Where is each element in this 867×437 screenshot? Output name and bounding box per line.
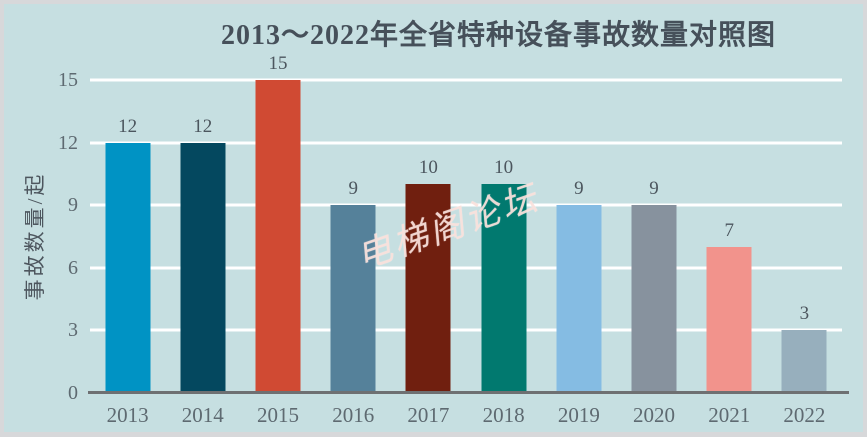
y-tick-6: 6 bbox=[68, 256, 78, 279]
bar-slot-2015: 15 2015 bbox=[240, 54, 315, 426]
bar-slot-2014: 12 2014 bbox=[165, 80, 240, 426]
bar-2013 bbox=[105, 142, 151, 393]
y-tick-0: 0 bbox=[68, 382, 78, 404]
bar-slot-2017: 10 2017 bbox=[391, 80, 466, 426]
y-axis-label: 事故数量/起 bbox=[23, 171, 47, 301]
chart-title: 2013～2022年全省特种设备事故数量对照图 bbox=[220, 20, 776, 51]
x-axis-line bbox=[88, 391, 849, 394]
plot-area: 12 2013 12 2014 15 2015 9 2016 10 2017 10 2018 9 2019… bbox=[58, 54, 849, 426]
bar-slot-2013: 12 2013 bbox=[90, 80, 165, 426]
bar-value-2014: 12 bbox=[193, 115, 213, 137]
x-tick-2022: 2022 bbox=[783, 403, 826, 427]
bar-slot-2022: 3 2022 bbox=[767, 80, 842, 426]
bar-value-2019: 9 bbox=[574, 178, 584, 200]
gridline-12 bbox=[90, 141, 842, 145]
bar-2015 bbox=[255, 80, 301, 393]
bar-slot-2021: 7 2021 bbox=[692, 80, 767, 426]
x-tick-2015: 2015 bbox=[257, 403, 299, 427]
bar-value-2013: 12 bbox=[118, 115, 138, 137]
bar-value-2018: 10 bbox=[494, 157, 514, 179]
x-tick-2018: 2018 bbox=[482, 403, 525, 427]
bar-2021 bbox=[706, 246, 752, 393]
bar-2020 bbox=[631, 205, 677, 393]
bar-2016 bbox=[330, 205, 376, 393]
bar-2014 bbox=[180, 142, 226, 393]
gridline-15 bbox=[90, 78, 842, 82]
bar-slot-2018: 10 2018 bbox=[466, 80, 541, 426]
gridline-6 bbox=[90, 266, 842, 270]
bar-value-2016: 9 bbox=[348, 178, 358, 200]
bars-row: 12 2013 12 2014 15 2015 9 2016 10 2017 10 2018 9 2019… bbox=[90, 54, 842, 426]
x-tick-2021: 2021 bbox=[708, 403, 751, 427]
bar-2019 bbox=[556, 205, 602, 393]
bar-value-2017: 10 bbox=[418, 157, 438, 179]
gridline-3 bbox=[90, 328, 842, 332]
bar-value-2020: 9 bbox=[649, 178, 659, 200]
y-tick-12: 12 bbox=[58, 131, 78, 154]
bar-value-2015: 15 bbox=[268, 53, 288, 74]
bar-2018 bbox=[481, 184, 527, 393]
bar-slot-2020: 9 2020 bbox=[616, 80, 691, 426]
y-tick-15: 15 bbox=[58, 69, 78, 91]
bar-value-2021: 7 bbox=[724, 219, 734, 241]
bar-slot-2016: 9 2016 bbox=[316, 80, 391, 426]
bar-2017 bbox=[405, 184, 451, 393]
x-tick-2013: 2013 bbox=[106, 403, 149, 427]
y-tick-3: 3 bbox=[68, 319, 78, 342]
x-tick-2019: 2019 bbox=[557, 403, 600, 427]
gridline-9 bbox=[90, 203, 842, 207]
y-tick-9: 9 bbox=[68, 194, 78, 217]
bar-2022 bbox=[781, 330, 827, 393]
x-tick-2014: 2014 bbox=[181, 403, 224, 427]
bar-slot-2019: 9 2019 bbox=[541, 80, 616, 426]
chart-canvas: 2013～2022年全省特种设备事故数量对照图 事故数量/起 12 2013 12 2… bbox=[4, 4, 863, 432]
x-tick-2017: 2017 bbox=[407, 403, 450, 427]
x-tick-2016: 2016 bbox=[332, 403, 375, 427]
bar-value-2022: 3 bbox=[799, 303, 810, 325]
x-tick-2020: 2020 bbox=[633, 403, 676, 427]
